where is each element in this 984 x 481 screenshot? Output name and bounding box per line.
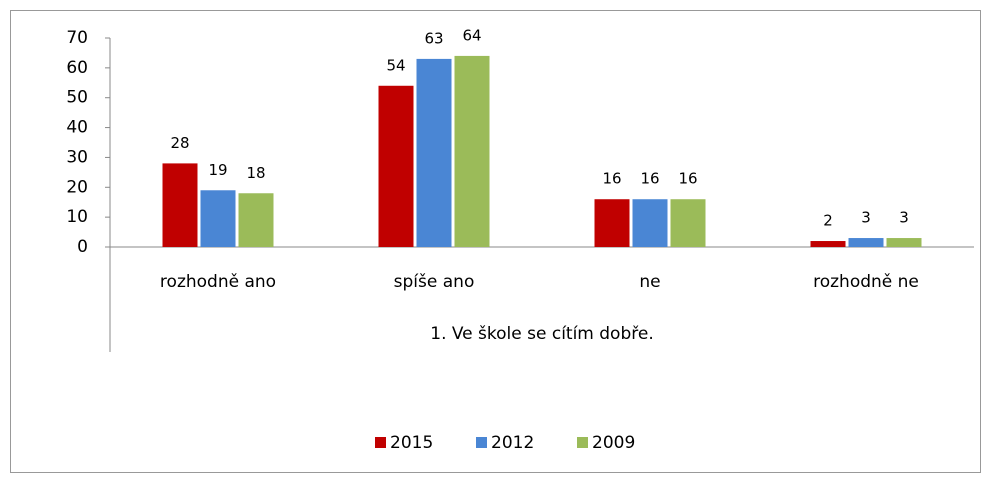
bar — [454, 55, 490, 247]
y-tick-label: 60 — [66, 58, 88, 78]
x-tick-label: ne — [639, 272, 660, 292]
data-label: 16 — [640, 170, 659, 188]
bar — [848, 238, 884, 247]
y-tick-label: 30 — [66, 147, 88, 167]
x-tick-label: rozhodně ne — [813, 272, 919, 292]
y-tick-label: 70 — [66, 28, 88, 48]
data-label: 28 — [170, 134, 189, 152]
bar — [810, 241, 846, 247]
legend-swatch — [476, 437, 487, 448]
legend-swatch — [577, 437, 588, 448]
data-label: 64 — [462, 26, 481, 44]
data-label: 63 — [424, 29, 443, 47]
legend-swatch — [375, 437, 386, 448]
bar — [238, 193, 274, 247]
y-tick-label: 10 — [66, 207, 88, 227]
data-label: 3 — [861, 209, 871, 227]
y-tick-label: 20 — [66, 177, 88, 197]
bar — [416, 58, 452, 248]
bar — [886, 238, 922, 247]
y-tick-label: 50 — [66, 88, 88, 108]
legend-label: 2012 — [491, 433, 534, 453]
bar — [378, 85, 414, 248]
bar — [632, 199, 668, 247]
data-label: 16 — [602, 170, 621, 188]
data-label: 54 — [386, 56, 405, 74]
data-label: 19 — [208, 161, 227, 179]
x-axis-label: 1. Ve škole se cítím dobře. — [430, 324, 653, 344]
legend-label: 2009 — [592, 433, 635, 453]
data-label: 3 — [899, 209, 909, 227]
data-label: 16 — [678, 170, 697, 188]
x-tick-label: rozhodně ano — [160, 272, 276, 292]
bar — [594, 199, 630, 247]
bar — [200, 190, 236, 247]
legend-label: 2015 — [390, 433, 433, 453]
bar — [670, 199, 706, 247]
y-tick-label: 0 — [77, 237, 88, 257]
data-label: 2 — [823, 212, 833, 230]
y-tick-label: 40 — [66, 118, 88, 138]
bar — [162, 163, 198, 247]
x-tick-label: spíše ano — [394, 272, 475, 292]
data-label: 18 — [246, 164, 265, 182]
